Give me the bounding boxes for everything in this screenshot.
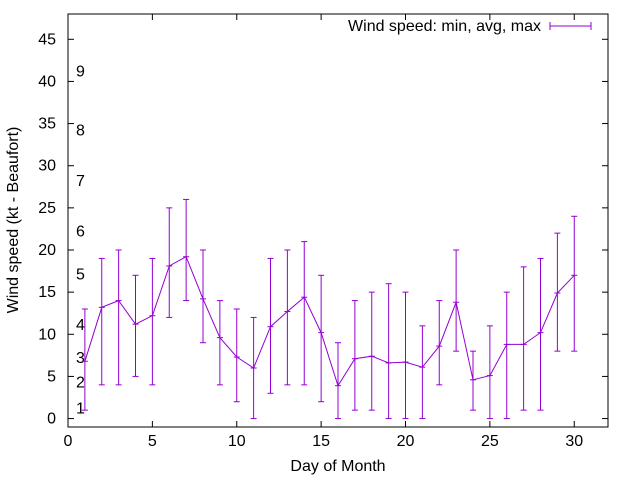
series-layer <box>81 198 578 420</box>
plot-frame <box>67 13 609 428</box>
y-tick-label: 20 <box>38 242 56 259</box>
y-axis-title: Wind speed (kt - Beaufort) <box>5 127 22 314</box>
beaufort-labels: 1 2 3 4 5 6 7 8 9 <box>76 63 85 417</box>
y-tick-label: 25 <box>38 200 56 217</box>
beaufort-label: 4 <box>76 317 85 334</box>
y-tick-label: 35 <box>38 116 56 133</box>
y-tick-label: 0 <box>47 411 56 428</box>
beaufort-label: 5 <box>76 266 85 283</box>
x-tick-label: 10 <box>228 433 246 450</box>
x-tick-label: 0 <box>64 433 73 450</box>
y-tick-label: 30 <box>38 158 56 175</box>
y-tick-label: 45 <box>38 31 56 48</box>
series-line <box>84 255 575 387</box>
y-tick-label: 10 <box>38 326 56 343</box>
plot-border <box>67 13 609 428</box>
beaufort-label: 8 <box>76 122 85 139</box>
beaufort-label: 7 <box>76 173 85 190</box>
y-tick-label: 15 <box>38 284 56 301</box>
x-tick-label: 20 <box>397 433 415 450</box>
y-tick-label: 40 <box>38 73 56 90</box>
beaufort-label: 1 <box>76 400 85 417</box>
beaufort-label: 9 <box>76 63 85 80</box>
beaufort-label: 3 <box>76 350 85 367</box>
legend: Wind speed: min, avg, max <box>348 18 592 35</box>
x-axis-title: Day of Month <box>290 458 385 475</box>
beaufort-label: 2 <box>76 374 85 391</box>
x-tick-label: 5 <box>148 433 157 450</box>
beaufort-label: 6 <box>76 223 85 240</box>
legend-label: Wind speed: min, avg, max <box>348 18 541 35</box>
x-axis-ticks: 0 5 10 15 20 25 30 <box>64 14 583 450</box>
x-tick-label: 30 <box>565 433 583 450</box>
x-tick-label: 15 <box>312 433 330 450</box>
x-tick-label: 25 <box>481 433 499 450</box>
y-tick-label: 5 <box>47 368 56 385</box>
